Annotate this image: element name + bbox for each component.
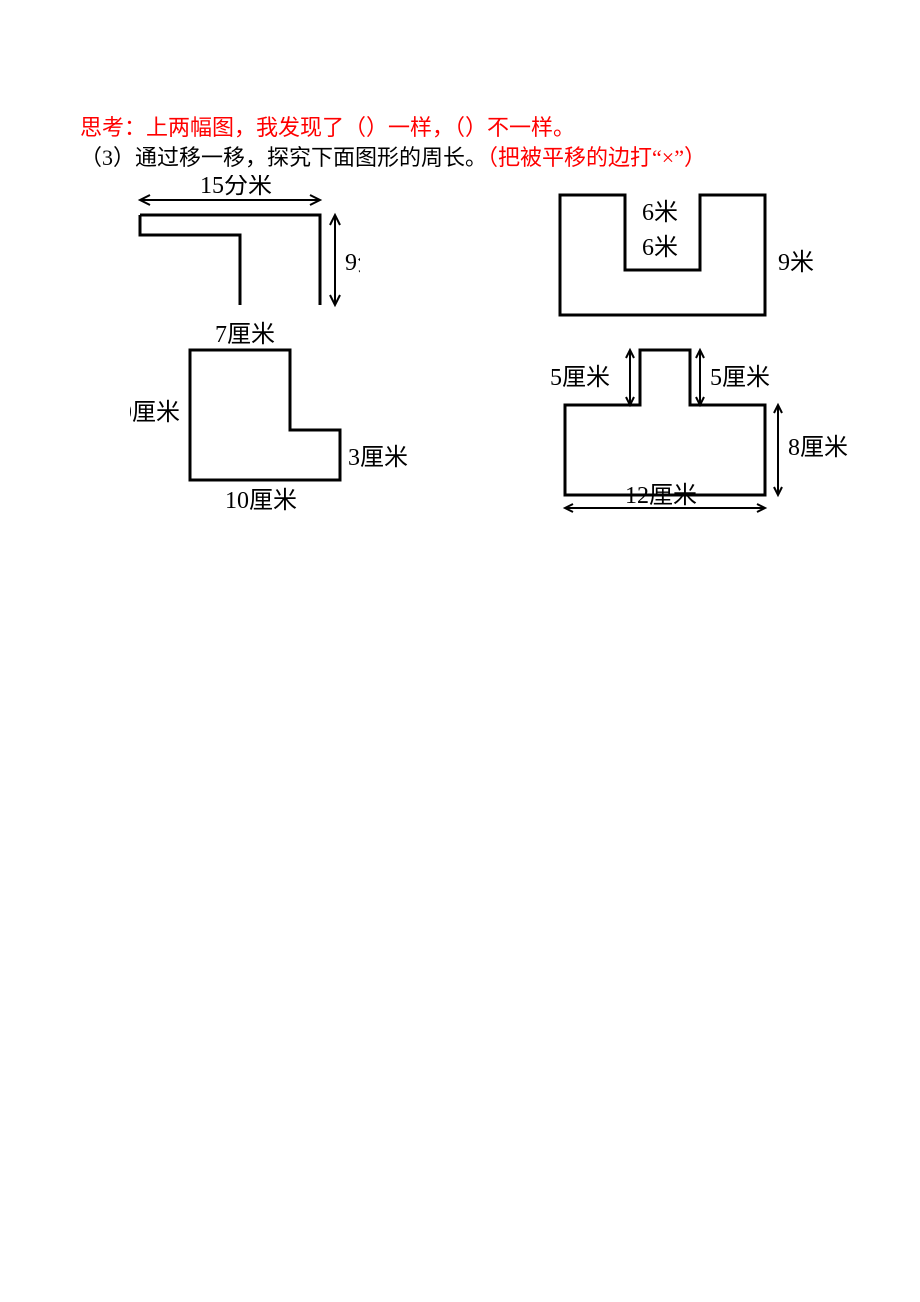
figure-4: 5厘米 5厘米 8厘米 12厘米 [520,335,880,535]
fig2-left-label: 9厘米 [130,399,180,426]
fig4-bottom-label: 12厘米 [625,482,697,509]
fig3-inner-width-label: 6米 [642,234,678,261]
fig2-bottom-label: 10厘米 [225,487,297,514]
fig4-right-label: 8厘米 [788,434,848,461]
prompt-line-2: （3）通过移一移，探究下面图形的周长。（把被平移的边打“×”） [80,140,706,172]
fig1-right-label: 9分米 [345,249,360,276]
fig1-top-label: 15分米 [200,175,272,199]
fig3-inner-depth-label: 6米 [642,199,678,226]
prompt-line-1: 思考：上两幅图，我发现了（）一样，（）不一样。 [80,110,575,142]
figure-2: 7厘米 9厘米 3厘米 10厘米 [130,320,430,520]
prompt-line-2a: （3）通过移一移，探究下面图形的周长。 [80,145,487,170]
fig2-top-label: 7厘米 [215,321,275,348]
fig3-right-label: 9米 [778,249,814,276]
fig4-left-stem-label: 5厘米 [550,364,610,391]
figure-3: 6米 6米 9米 [540,175,860,335]
fig4-right-stem-label: 5厘米 [710,364,770,391]
prompt-line-2b: （把被平移的边打“×”） [487,145,706,170]
figure-1: 15分米 9分米 [110,175,360,325]
fig2-right-label: 3厘米 [348,444,408,471]
page-root: 思考：上两幅图，我发现了（）一样，（）不一样。 （3）通过移一移，探究下面图形的… [0,0,920,1302]
